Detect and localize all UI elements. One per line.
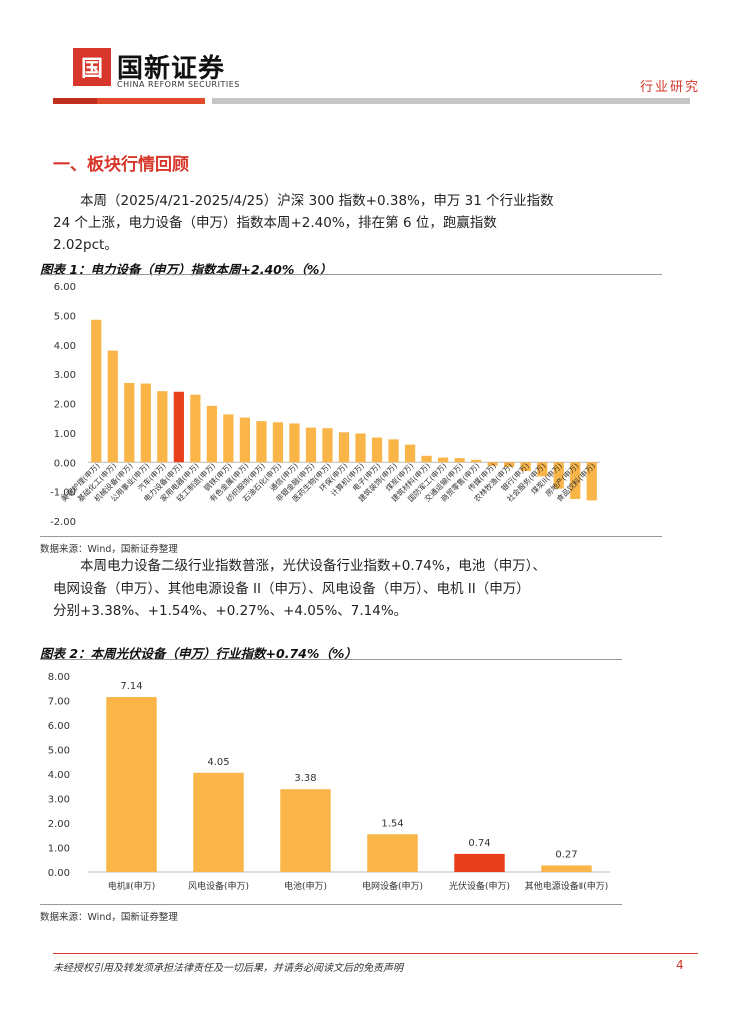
bar — [541, 865, 592, 872]
paragraph-subsectors: 本周电力设备二级行业指数普涨，光伏设备行业指数+0.74%，电池（申万）、 电网… — [53, 555, 573, 623]
y-tick-label: 6.00 — [48, 721, 70, 732]
bar — [371, 437, 383, 463]
bar — [106, 697, 157, 872]
bar — [206, 405, 217, 463]
y-tick-label: 5.00 — [48, 746, 70, 757]
bar — [487, 462, 498, 466]
header-divider-gray — [212, 98, 690, 104]
figure2-title: 图表 2：本周光伏设备（申万）行业指数+0.74%（%） — [40, 646, 357, 661]
bar — [421, 455, 432, 463]
bar — [355, 433, 366, 463]
bar — [570, 462, 581, 499]
figure1-top-rule — [40, 274, 662, 275]
y-tick-label: 2.00 — [48, 819, 70, 830]
y-tick-label: 4.00 — [48, 770, 70, 781]
bar — [91, 319, 102, 463]
y-tick-label: 3.00 — [54, 370, 76, 381]
bar — [140, 383, 151, 463]
bar — [404, 444, 416, 463]
bar — [586, 462, 597, 501]
y-tick-label: 4.00 — [54, 341, 76, 352]
header-divider-dark — [53, 98, 97, 104]
figure1-chart: -2.00-1.000.001.002.003.004.005.006.00美容… — [50, 282, 600, 528]
bar — [107, 350, 118, 463]
bar — [157, 391, 168, 463]
y-tick-label: 2.00 — [54, 400, 76, 411]
figure2-source: 数据来源：Wind，国新证券整理 — [40, 912, 178, 923]
footer-disclaimer: 未经授权引用及转发须承担法律责任及一切后果，并请务必阅读文后的免责声明 — [53, 963, 403, 974]
figure1-source: 数据来源：Wind，国新证券整理 — [40, 544, 178, 555]
x-tick-label: 电网设备(申万) — [362, 880, 423, 892]
bar — [471, 459, 482, 463]
x-tick-label: 电机Ⅱ(申万) — [108, 880, 155, 892]
paragraph-line: 电网设备（申万）、其他电源设备 II（申万）、风电设备（申万）、电机 II（申万… — [53, 580, 530, 597]
data-label: 0.27 — [555, 849, 577, 860]
section-title: 一、板块行情回顾 — [53, 155, 189, 175]
y-tick-label: 6.00 — [54, 282, 76, 293]
bar — [190, 394, 201, 463]
logo-icon: 国 — [73, 48, 111, 86]
bar — [256, 421, 267, 463]
y-tick-label: 3.00 — [48, 795, 70, 806]
figure2-chart: 0.00 1.00 2.00 3.00 4.00 5.00 6.00 7.00 8.00 7.14… — [48, 672, 610, 892]
logo-text: 国新证券 — [117, 54, 226, 84]
data-label: 4.05 — [207, 757, 229, 768]
bar — [124, 382, 135, 463]
header-divider-red — [53, 98, 205, 104]
bar — [553, 462, 564, 489]
bar — [454, 458, 465, 463]
bar — [272, 422, 284, 463]
x-tick-label: 光伏设备(申万) — [449, 880, 510, 892]
y-tick-label: 1.00 — [48, 844, 70, 855]
data-label: 3.38 — [294, 773, 316, 784]
bar — [537, 462, 548, 477]
bar — [223, 414, 234, 463]
bar — [289, 423, 300, 463]
paragraph-line: 分别+3.38%、+1.54%、+0.27%、+4.05%、7.14%。 — [53, 603, 408, 619]
bar — [437, 457, 449, 463]
data-label: 1.54 — [381, 818, 403, 829]
data-label: 7.14 — [120, 681, 142, 692]
bar — [520, 462, 531, 472]
page-number: 4 — [676, 958, 684, 972]
y-tick-label: 0.00 — [54, 458, 76, 469]
y-tick-label: 7.00 — [48, 697, 70, 708]
bar — [280, 789, 331, 872]
y-tick-label: 5.00 — [54, 311, 76, 322]
data-label: 0.74 — [468, 838, 490, 849]
bar — [338, 432, 350, 463]
bar — [388, 439, 399, 463]
y-tick-label: -1.00 — [50, 488, 76, 499]
figure1-bottom-rule — [40, 536, 662, 537]
footer-rule — [53, 953, 698, 954]
bar — [367, 834, 418, 872]
bar — [193, 772, 244, 872]
logo-subtext: CHINA REFORM SECURITIES — [117, 80, 240, 89]
x-tick-label: 风电设备(申万) — [188, 880, 249, 892]
y-tick-label: 1.00 — [54, 429, 76, 440]
document-type: 行业研究 — [640, 80, 701, 95]
bar — [504, 462, 515, 467]
bar — [454, 853, 505, 872]
y-tick-label: 0.00 — [48, 868, 70, 879]
bar — [239, 417, 251, 463]
figure1-title: 图表 1：电力设备（申万）指数本周+2.40%（%） — [40, 262, 332, 277]
paragraph-summary: 本周（2025/4/21-2025/4/25）沪深 300 指数+0.38%，申… — [53, 193, 554, 253]
figure2-top-rule — [40, 659, 622, 660]
bar — [322, 428, 333, 463]
figure2-bottom-rule — [40, 904, 622, 905]
paragraph-line: 本周电力设备二级行业指数普涨，光伏设备行业指数+0.74%，电池（申万）、 — [80, 558, 546, 574]
bar — [173, 391, 184, 463]
x-tick-label: 其他电源设备Ⅱ(申万) — [525, 880, 608, 892]
bar — [305, 427, 317, 463]
y-tick-label: 8.00 — [48, 672, 70, 683]
x-tick-label: 电池(申万) — [284, 880, 327, 892]
y-tick-label: -2.00 — [50, 517, 76, 528]
